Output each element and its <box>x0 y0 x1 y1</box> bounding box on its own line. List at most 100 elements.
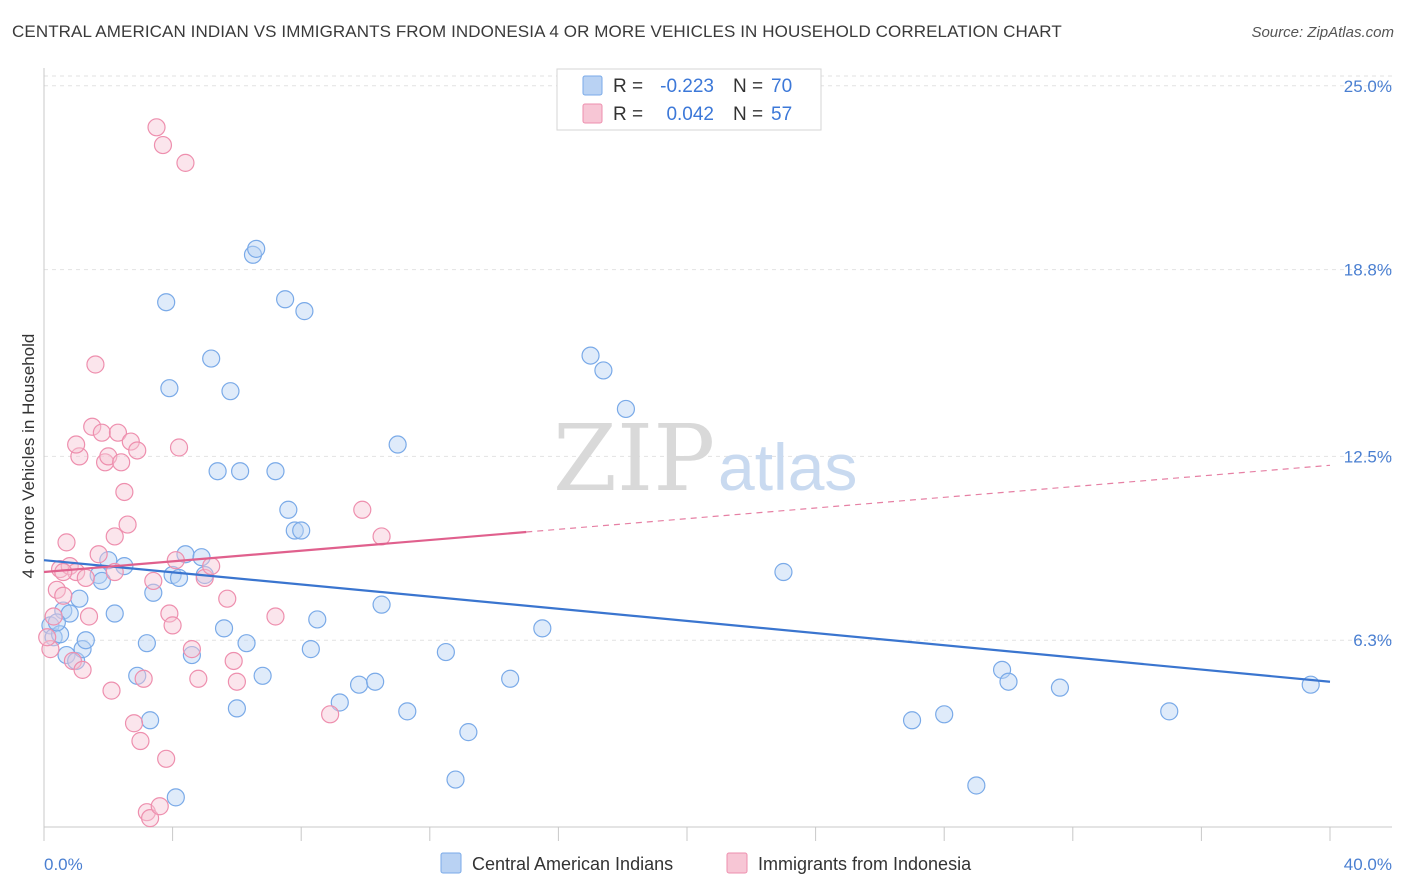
data-point <box>70 589 89 608</box>
data-point <box>301 640 320 659</box>
data-point <box>76 631 95 650</box>
data-point <box>398 702 417 721</box>
data-point <box>131 731 150 751</box>
data-point <box>76 568 95 588</box>
x-tick-labels: 0.0% 40.0% <box>44 855 1392 874</box>
legend-n-value: 57 <box>771 104 792 125</box>
data-point <box>218 589 237 608</box>
data-point <box>99 551 118 570</box>
legend-r-value: 0.042 <box>666 104 714 125</box>
legend-r-value: -0.223 <box>660 76 714 97</box>
data-point <box>388 435 407 454</box>
data-point <box>157 293 176 312</box>
data-point <box>140 711 160 730</box>
data-point <box>276 290 295 309</box>
data-point <box>1160 702 1179 721</box>
data-point <box>157 749 176 768</box>
top-legend: R = -0.223 N = 70 R = 0.042 N = 57 <box>556 68 822 131</box>
data-point <box>935 705 954 724</box>
data-point <box>160 604 179 623</box>
data-point <box>446 770 465 789</box>
data-point <box>140 809 160 828</box>
data-point <box>237 634 256 653</box>
bottom-legend: Central American Indians Immigrants from… <box>440 852 972 874</box>
y-tick-labels: 6.3% 12.5% 18.8% 25.0% <box>1344 77 1392 650</box>
watermark-zip: ZIP <box>553 405 715 512</box>
legend-swatch-pink <box>582 103 603 124</box>
data-point <box>54 586 73 605</box>
trend-line-extension <box>526 464 1331 533</box>
x-tick-label: 0.0% <box>44 855 83 874</box>
data-point <box>533 619 552 638</box>
data-point <box>112 453 131 472</box>
data-point <box>89 545 108 564</box>
data-point <box>195 568 214 588</box>
data-point <box>774 562 793 582</box>
data-point <box>353 500 372 519</box>
y-tick-label: 18.8% <box>1344 261 1392 280</box>
data-point <box>92 423 111 442</box>
data-point <box>231 462 250 481</box>
data-point <box>214 619 234 638</box>
y-tick-label: 6.3% <box>1353 631 1392 650</box>
data-point <box>253 666 272 685</box>
data-point <box>992 660 1012 679</box>
data-point <box>295 302 314 321</box>
data-point <box>349 675 369 694</box>
data-point <box>54 562 73 582</box>
data-point <box>44 607 63 626</box>
legend-n-label: N = <box>733 104 763 125</box>
data-point <box>118 515 137 534</box>
data-point <box>70 447 89 466</box>
legend-swatch-blue <box>582 75 603 96</box>
data-point <box>459 723 478 742</box>
data-point <box>279 500 298 519</box>
data-point <box>144 571 163 591</box>
axes <box>43 68 1392 841</box>
data-point <box>73 660 92 679</box>
legend-r-label: R = <box>613 76 643 97</box>
data-point <box>227 672 246 691</box>
legend-r-label: R = <box>613 104 643 125</box>
data-point <box>121 432 140 451</box>
bottom-legend-label: Central American Indians <box>472 854 673 874</box>
data-point <box>41 640 60 659</box>
trend-lines <box>43 464 1331 683</box>
data-point <box>105 527 124 546</box>
y-axis-label: 4 or more Vehicles in Household <box>19 334 38 579</box>
data-point <box>150 797 169 816</box>
data-point <box>124 714 144 733</box>
data-point <box>128 441 147 460</box>
data-point <box>285 521 304 540</box>
data-point <box>967 776 986 795</box>
data-point <box>372 595 391 614</box>
series-immigrants-from-indonesia <box>38 118 391 828</box>
data-point <box>160 379 179 398</box>
data-point <box>182 645 201 665</box>
data-point <box>153 135 173 155</box>
legend-n-value: 70 <box>771 76 792 97</box>
data-point <box>57 533 76 552</box>
data-point <box>1050 678 1070 697</box>
data-point <box>182 640 201 659</box>
source-label: Source: ZipAtlas.com <box>1251 24 1394 41</box>
data-point <box>163 616 182 635</box>
y-tick-label: 25.0% <box>1344 77 1392 96</box>
data-point <box>266 462 285 481</box>
data-point <box>67 435 86 454</box>
data-point <box>594 361 613 380</box>
data-points <box>38 118 1320 828</box>
data-point <box>581 346 600 365</box>
bottom-legend-label: Immigrants from Indonesia <box>758 854 972 874</box>
data-point <box>115 482 134 502</box>
data-point <box>105 604 124 623</box>
data-point <box>227 699 246 718</box>
data-point <box>436 642 455 662</box>
data-point <box>221 382 240 401</box>
chart-title: CENTRAL AMERICAN INDIAN VS IMMIGRANTS FR… <box>12 22 1062 41</box>
data-point <box>902 711 922 730</box>
data-point <box>169 438 189 457</box>
trend-line <box>43 559 1331 683</box>
bottom-legend-swatch-blue <box>440 852 462 874</box>
data-point <box>330 693 349 712</box>
